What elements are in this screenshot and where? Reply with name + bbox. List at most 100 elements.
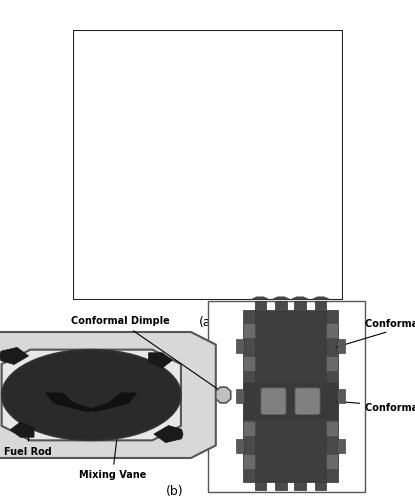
Circle shape — [151, 178, 154, 182]
Polygon shape — [84, 206, 106, 232]
Polygon shape — [257, 36, 293, 78]
Circle shape — [106, 256, 109, 260]
Circle shape — [216, 148, 219, 152]
Polygon shape — [129, 44, 151, 70]
Polygon shape — [264, 44, 286, 70]
Bar — [236, 389, 244, 403]
Circle shape — [261, 232, 264, 236]
Circle shape — [306, 148, 309, 152]
Polygon shape — [212, 144, 248, 186]
Circle shape — [241, 178, 244, 182]
Bar — [254, 310, 327, 482]
Polygon shape — [2, 350, 181, 440]
Circle shape — [306, 256, 309, 260]
Bar — [243, 310, 254, 482]
Circle shape — [241, 256, 244, 260]
Bar — [337, 389, 345, 403]
Polygon shape — [167, 198, 203, 240]
Circle shape — [331, 40, 334, 43]
FancyBboxPatch shape — [245, 158, 252, 172]
Text: Conformal Dimple: Conformal Dimple — [71, 316, 221, 392]
Bar — [243, 454, 254, 468]
FancyBboxPatch shape — [163, 104, 170, 118]
Polygon shape — [251, 297, 269, 300]
FancyBboxPatch shape — [290, 50, 298, 64]
Circle shape — [331, 70, 334, 74]
Circle shape — [106, 286, 109, 290]
Polygon shape — [122, 90, 158, 132]
Circle shape — [81, 202, 84, 205]
FancyBboxPatch shape — [155, 50, 163, 64]
FancyBboxPatch shape — [245, 104, 252, 118]
Circle shape — [286, 70, 289, 74]
FancyBboxPatch shape — [110, 158, 117, 172]
Circle shape — [81, 148, 84, 152]
Polygon shape — [46, 393, 95, 412]
FancyBboxPatch shape — [298, 50, 305, 64]
Bar — [315, 300, 327, 311]
Polygon shape — [309, 44, 331, 70]
Circle shape — [261, 148, 264, 152]
FancyBboxPatch shape — [117, 50, 124, 64]
Circle shape — [151, 232, 154, 236]
Circle shape — [216, 124, 219, 128]
Circle shape — [171, 202, 174, 205]
Polygon shape — [264, 152, 286, 178]
Bar — [276, 300, 287, 311]
FancyBboxPatch shape — [208, 50, 215, 64]
Bar — [276, 482, 287, 490]
Circle shape — [196, 202, 199, 205]
Circle shape — [331, 94, 334, 98]
Polygon shape — [257, 252, 293, 294]
Polygon shape — [78, 198, 112, 240]
Circle shape — [171, 178, 174, 182]
FancyBboxPatch shape — [295, 388, 320, 414]
Polygon shape — [303, 198, 337, 240]
Circle shape — [306, 40, 309, 43]
Circle shape — [331, 202, 334, 205]
Polygon shape — [78, 90, 112, 132]
Polygon shape — [149, 353, 172, 368]
FancyBboxPatch shape — [298, 212, 305, 226]
FancyBboxPatch shape — [335, 266, 342, 280]
Circle shape — [106, 94, 109, 98]
FancyBboxPatch shape — [335, 158, 342, 172]
Polygon shape — [264, 98, 286, 124]
Circle shape — [126, 94, 129, 98]
Polygon shape — [122, 252, 158, 294]
Circle shape — [81, 70, 84, 74]
Bar — [243, 422, 254, 436]
Polygon shape — [257, 144, 293, 186]
Bar — [327, 454, 338, 468]
Circle shape — [151, 286, 154, 290]
FancyBboxPatch shape — [155, 266, 163, 280]
Circle shape — [196, 124, 199, 128]
Circle shape — [241, 232, 244, 236]
FancyBboxPatch shape — [73, 50, 80, 64]
Polygon shape — [78, 144, 112, 186]
Circle shape — [286, 232, 289, 236]
Polygon shape — [257, 90, 293, 132]
Polygon shape — [129, 98, 151, 124]
Circle shape — [241, 202, 244, 205]
Circle shape — [151, 256, 154, 260]
Circle shape — [106, 232, 109, 236]
Circle shape — [331, 286, 334, 290]
FancyBboxPatch shape — [290, 104, 298, 118]
Circle shape — [331, 232, 334, 236]
FancyBboxPatch shape — [252, 104, 260, 118]
FancyBboxPatch shape — [163, 50, 170, 64]
Circle shape — [196, 232, 199, 236]
FancyBboxPatch shape — [261, 388, 286, 414]
FancyBboxPatch shape — [73, 266, 80, 280]
Circle shape — [151, 202, 154, 205]
Circle shape — [196, 178, 199, 182]
Polygon shape — [129, 206, 151, 232]
Circle shape — [196, 256, 199, 260]
Polygon shape — [167, 90, 203, 132]
Circle shape — [196, 148, 199, 152]
Polygon shape — [122, 36, 158, 78]
Circle shape — [261, 40, 264, 43]
FancyBboxPatch shape — [245, 212, 252, 226]
Bar — [327, 324, 338, 338]
